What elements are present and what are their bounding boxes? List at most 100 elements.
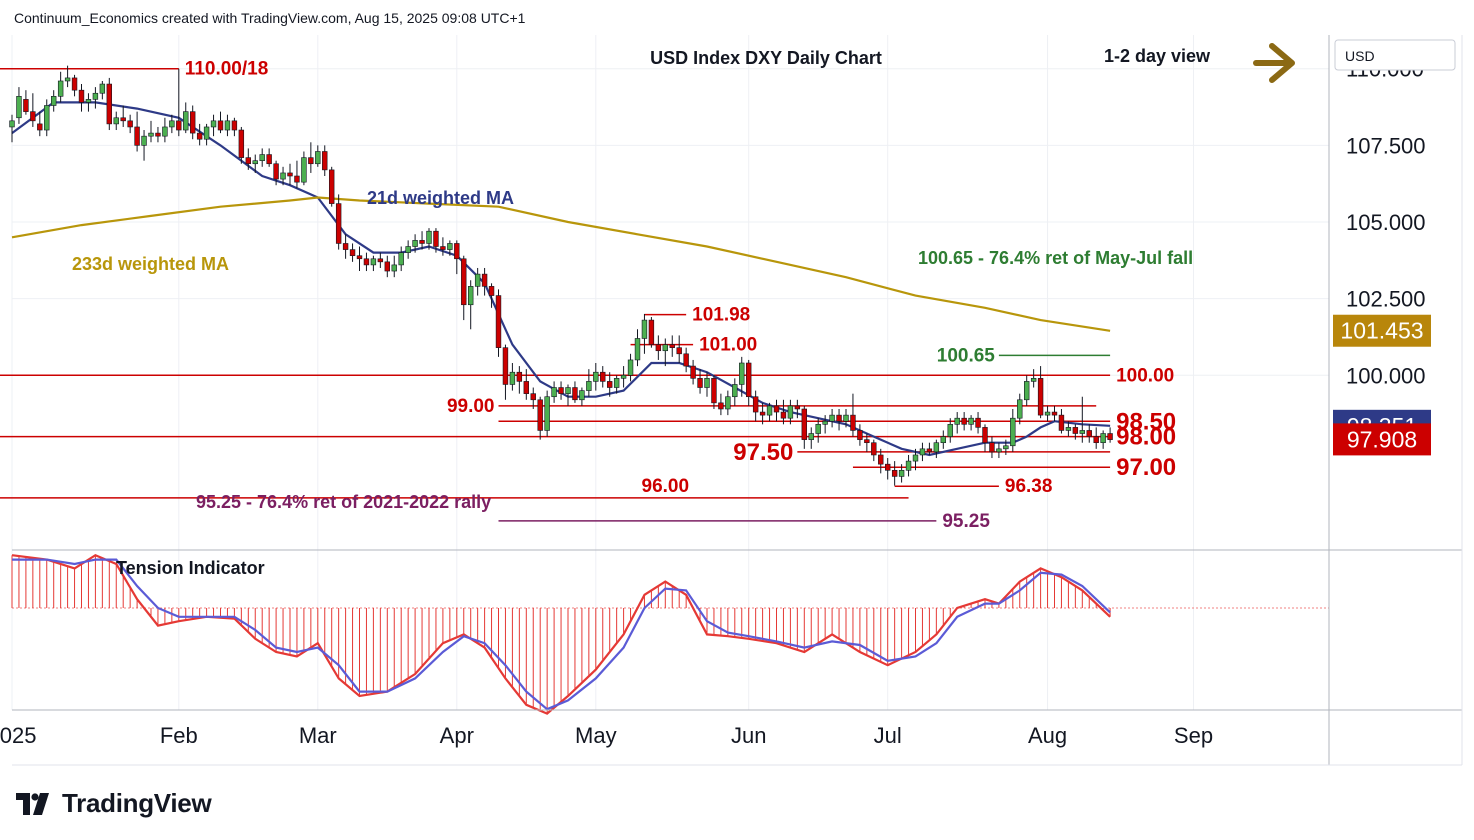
candle-body	[315, 151, 321, 165]
candle-body	[745, 362, 752, 398]
candle-body	[1051, 411, 1058, 416]
candle-body	[586, 381, 592, 391]
candle-body	[850, 414, 856, 431]
candle-body	[426, 230, 432, 244]
candle-body	[516, 371, 523, 382]
candle-body	[593, 371, 599, 382]
candle-body	[481, 273, 488, 287]
candle	[322, 145, 328, 177]
candle	[794, 399, 801, 419]
x-tick-label: Aug	[1028, 723, 1067, 748]
candle	[1072, 424, 1079, 440]
candle	[1093, 427, 1099, 449]
candle	[113, 111, 119, 131]
candle	[405, 240, 411, 259]
candle	[224, 114, 231, 137]
candle-body	[294, 175, 300, 183]
candle	[871, 439, 877, 462]
candle-body	[878, 454, 884, 465]
candle-body	[606, 381, 613, 388]
candle	[1051, 405, 1058, 422]
candle-body	[940, 436, 947, 444]
tradingview-logo[interactable]: TradingView	[16, 788, 212, 819]
candle-body	[704, 378, 710, 388]
candle-body	[85, 99, 92, 103]
candle-body	[349, 249, 356, 257]
support-resistance-levels	[0, 67, 1111, 522]
candle-body	[120, 117, 126, 122]
candle	[196, 123, 203, 146]
candle-body	[732, 384, 738, 398]
candle	[766, 402, 773, 422]
candle	[864, 433, 870, 452]
candle	[238, 126, 245, 164]
y-tick-label: 105.000	[1346, 210, 1426, 235]
candle-body	[217, 120, 224, 131]
candle	[537, 396, 543, 440]
candle	[16, 87, 22, 124]
candle	[919, 442, 926, 462]
candle-body	[1058, 414, 1065, 431]
candle	[481, 267, 488, 296]
candle	[891, 461, 898, 486]
candle	[280, 166, 286, 186]
candle	[940, 430, 947, 449]
candle	[996, 442, 1002, 459]
candle	[620, 366, 627, 388]
candle	[183, 102, 189, 134]
candle-body	[808, 433, 814, 440]
indicator-title: Tension Indicator	[116, 558, 265, 578]
candle	[704, 372, 710, 397]
candle-body	[676, 347, 682, 355]
candle-body	[502, 347, 509, 385]
candle	[975, 412, 981, 434]
candle-body	[1017, 399, 1023, 419]
candle-body	[794, 405, 801, 410]
candle	[669, 335, 675, 357]
level-label: 100.00	[1116, 365, 1174, 386]
candle-body	[857, 430, 863, 440]
candle-body	[71, 77, 78, 91]
candle-body	[926, 448, 933, 453]
candle	[655, 335, 662, 360]
candle	[287, 163, 293, 186]
candle-body	[391, 264, 397, 272]
candle	[1044, 405, 1051, 422]
candle-body	[822, 420, 828, 425]
candle-body	[155, 132, 161, 137]
candle	[190, 105, 196, 140]
candle-body	[134, 126, 140, 146]
candle-body	[37, 123, 43, 131]
level-label: 95.25	[942, 511, 990, 532]
candle-body	[669, 344, 675, 348]
candle	[1003, 439, 1009, 455]
candle-body	[162, 126, 168, 137]
candle	[558, 381, 564, 400]
candle-body	[183, 111, 189, 131]
candle	[210, 114, 217, 137]
tradingview-logo-text: TradingView	[62, 788, 212, 818]
candle-body	[356, 255, 363, 260]
candle-body	[447, 243, 453, 250]
candle	[454, 240, 460, 275]
candle	[745, 359, 752, 406]
candle	[440, 237, 446, 256]
price-badge	[1333, 314, 1431, 347]
candle-body	[989, 442, 995, 453]
candle-body	[725, 396, 731, 410]
candle-body	[78, 89, 85, 103]
tradingview-logo-icon	[16, 792, 49, 815]
candle-body	[44, 105, 50, 131]
candle	[961, 412, 967, 431]
view-label: 1-2 day view	[1104, 46, 1211, 66]
candle-body	[106, 83, 113, 125]
candle-body	[801, 408, 808, 440]
tension-indicator-pane	[11, 553, 1329, 715]
candle-body	[982, 427, 988, 444]
candle-body	[322, 151, 328, 171]
candle	[391, 255, 397, 278]
candle	[203, 123, 210, 146]
candle	[64, 65, 71, 88]
candle-body	[1030, 378, 1037, 382]
candle-body	[384, 261, 390, 272]
